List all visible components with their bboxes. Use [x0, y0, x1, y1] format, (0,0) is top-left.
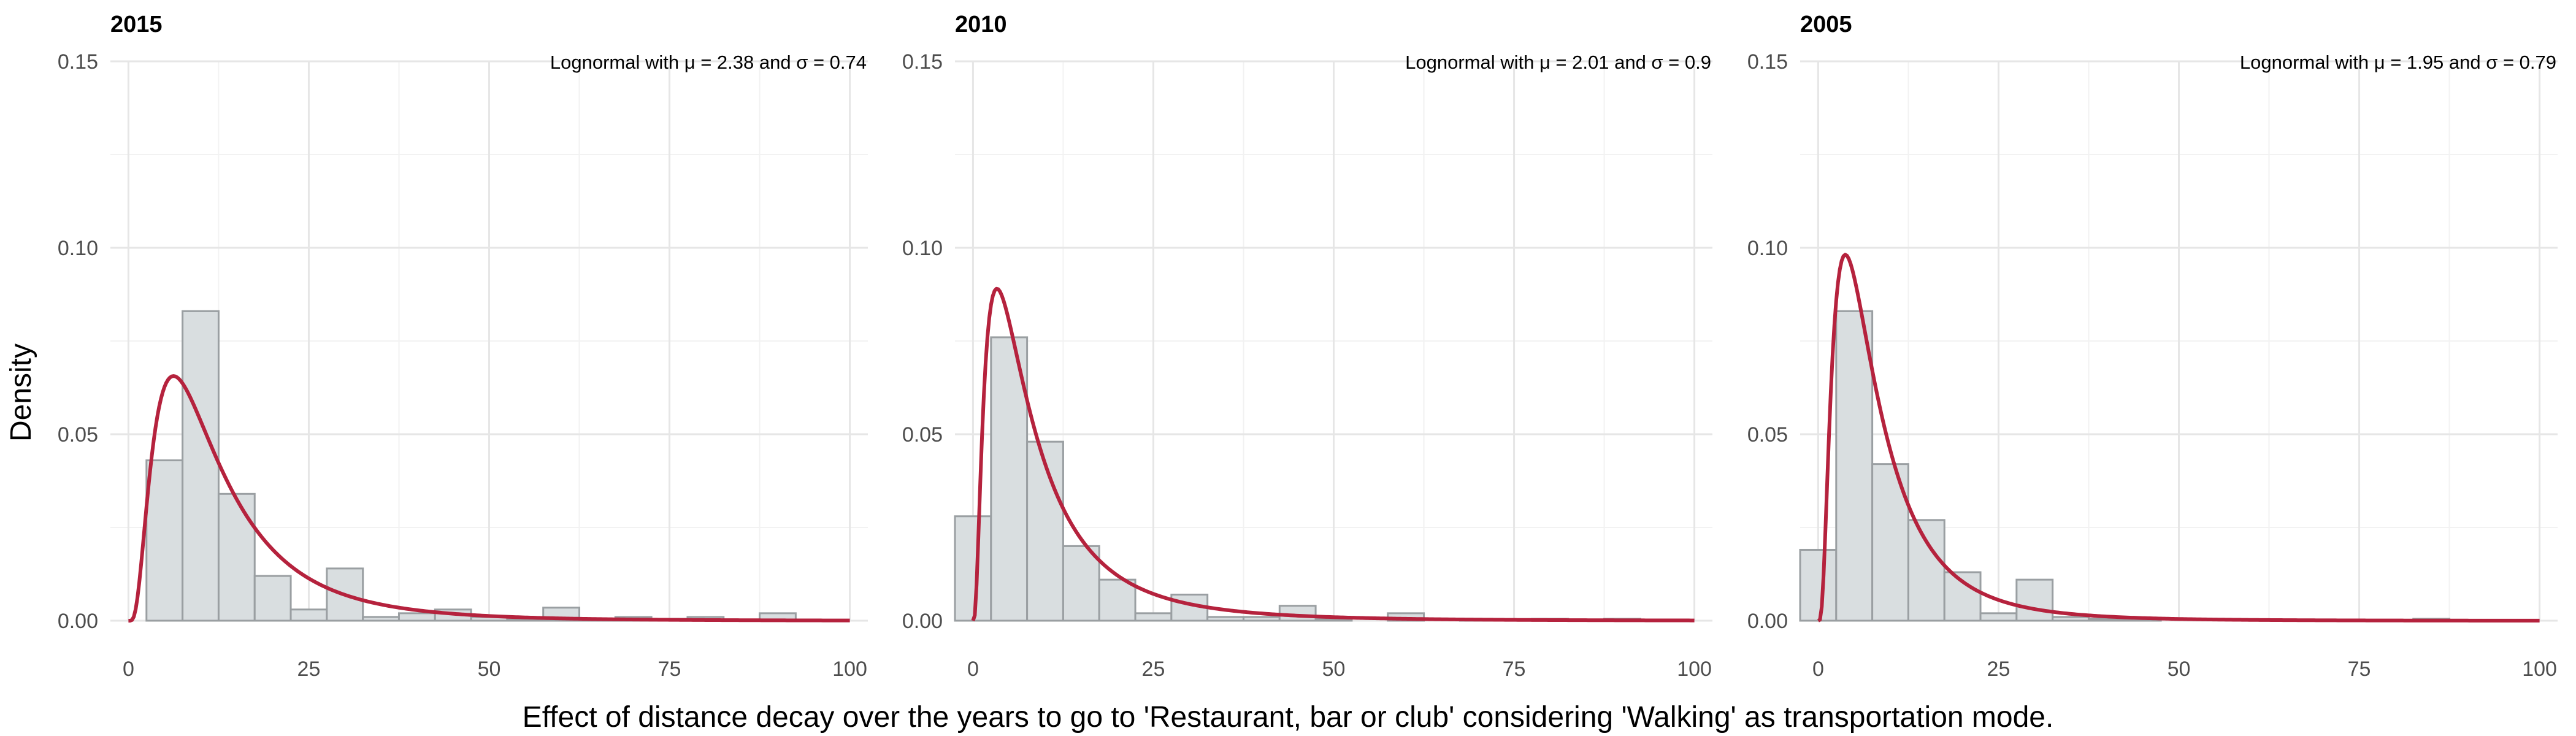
- x-tick-label: 50: [478, 657, 501, 681]
- y-tick-label: 0.15: [902, 50, 943, 74]
- histogram-bar: [1098, 578, 1137, 622]
- lognormal-fit-curve: [1817, 253, 2540, 623]
- histogram-bar: [289, 608, 328, 622]
- x-tick-label: 25: [1142, 657, 1165, 681]
- x-tick-label: 100: [2522, 657, 2557, 681]
- panel-title: 2010: [955, 12, 1007, 37]
- x-axis-label: Effect of distance decay over the years …: [523, 701, 2054, 734]
- y-tick-label: 0.00: [58, 610, 98, 633]
- y-tick-label: 0.10: [902, 237, 943, 260]
- y-tick-label: 0.15: [1747, 50, 1788, 74]
- lognormal-fit-curve: [971, 286, 1695, 623]
- histogram-bar: [1134, 612, 1173, 622]
- histogram-bar: [217, 493, 256, 622]
- x-tick-label: 75: [2348, 657, 2371, 681]
- panel-2005: 0.00 0.05 0.10 0.15 0 25 50 75 100 2005 Lognormal …: [1747, 12, 2558, 681]
- histogram-bar: [182, 310, 220, 622]
- x-tick-label: 0: [967, 657, 979, 681]
- histogram-bar: [253, 575, 292, 622]
- x-tick-label: 50: [2168, 657, 2191, 681]
- histogram-bar: [362, 616, 400, 622]
- x-tick-label: 100: [832, 657, 867, 681]
- histogram-bar: [1799, 548, 1838, 622]
- x-tick-label: 75: [658, 657, 681, 681]
- panel-2010: 0.00 0.05 0.10 0.15 0 25 50 75 100 2010 Lognormal …: [902, 12, 1712, 681]
- y-tick-label: 0.10: [58, 237, 98, 260]
- y-tick-label: 0.05: [902, 423, 943, 447]
- fit-annotation: Lognormal with μ = 2.38 and σ = 0.74: [550, 52, 867, 73]
- histogram-bar: [1062, 545, 1100, 622]
- x-tick-label: 25: [297, 657, 321, 681]
- y-tick-label: 0.00: [902, 610, 943, 633]
- fit-annotation: Lognormal with μ = 2.01 and σ = 0.9: [1405, 52, 1711, 73]
- x-tick-label: 75: [1503, 657, 1526, 681]
- histogram-bar: [1835, 310, 1874, 622]
- y-tick-label: 0.10: [1747, 237, 1788, 260]
- histogram-bar: [145, 459, 184, 622]
- panel-title: 2005: [1800, 12, 1852, 37]
- histogram-bar: [2052, 616, 2090, 622]
- histogram-bar: [1206, 616, 1244, 622]
- histogram-bar: [1026, 440, 1064, 622]
- panels: 0.00 0.05 0.10 0.15 0 25 50 75 100 2015 Lognormal …: [58, 12, 2558, 681]
- histogram-bar: [397, 612, 436, 622]
- panel-title: 2015: [110, 12, 163, 37]
- x-tick-label: 100: [1677, 657, 1712, 681]
- histogram-bar: [1979, 612, 2018, 622]
- panel-2015: 0.00 0.05 0.10 0.15 0 25 50 75 100 2015 Lognormal …: [58, 12, 868, 681]
- x-tick-label: 0: [1812, 657, 1824, 681]
- histogram-bars: [954, 336, 1641, 622]
- lognormal-fit-curve: [128, 374, 850, 623]
- histogram-bar: [954, 515, 992, 622]
- fit-annotation: Lognormal with μ = 1.95 and σ = 0.79: [2240, 52, 2556, 73]
- histogram-bars: [1799, 310, 2451, 622]
- histogram-bar: [2087, 618, 2126, 622]
- histogram-bars: [145, 310, 797, 622]
- histogram-bar: [990, 336, 1029, 622]
- x-tick-label: 50: [1322, 657, 1346, 681]
- y-tick-label: 0.05: [1747, 423, 1788, 447]
- major-gridlines: [110, 60, 868, 622]
- histogram-bar: [1907, 519, 1945, 622]
- histogram-bar: [2015, 578, 2054, 622]
- y-tick-label: 0.05: [58, 423, 98, 447]
- histogram-bar: [1242, 616, 1281, 622]
- y-tick-label: 0.15: [58, 50, 98, 74]
- x-tick-label: 0: [123, 657, 134, 681]
- y-tick-label: 0.00: [1747, 610, 1788, 633]
- x-tick-label: 25: [1987, 657, 2011, 681]
- y-axis-label: Density: [5, 343, 37, 442]
